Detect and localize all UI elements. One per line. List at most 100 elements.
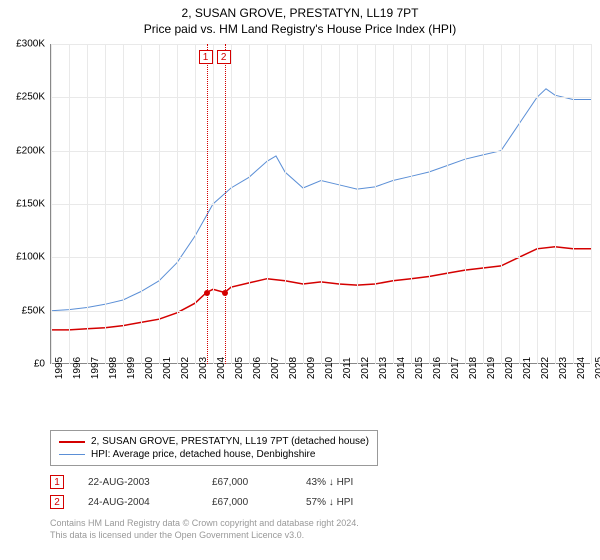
gridline-v bbox=[375, 44, 376, 364]
plot-region: 12 bbox=[50, 44, 590, 364]
gridline-v bbox=[321, 44, 322, 364]
gridline-v bbox=[411, 44, 412, 364]
gridline-v bbox=[177, 44, 178, 364]
sale-pct: 43% ↓ HPI bbox=[306, 477, 396, 488]
x-axis-label: 2018 bbox=[468, 357, 479, 379]
sale-marker-line bbox=[207, 44, 208, 364]
sale-marker-dot bbox=[222, 290, 228, 296]
gridline-v bbox=[267, 44, 268, 364]
gridline-v bbox=[429, 44, 430, 364]
x-axis-label: 2005 bbox=[234, 357, 245, 379]
gridline-v bbox=[465, 44, 466, 364]
gridline-v bbox=[249, 44, 250, 364]
gridline-v bbox=[285, 44, 286, 364]
gridline-v bbox=[195, 44, 196, 364]
sale-row-marker: 1 bbox=[50, 475, 64, 489]
chart-area: 12 £0£50K£100K£150K£200K£250K£300K199519… bbox=[50, 44, 590, 394]
gridline-v bbox=[483, 44, 484, 364]
legend-box: 2, SUSAN GROVE, PRESTATYN, LL19 7PT (det… bbox=[50, 430, 378, 466]
gridline-v bbox=[159, 44, 160, 364]
chart-title-subtitle: Price paid vs. HM Land Registry's House … bbox=[0, 20, 600, 40]
sale-marker-box: 2 bbox=[217, 50, 231, 64]
sale-row: 1 22-AUG-2003 £67,000 43% ↓ HPI bbox=[50, 472, 396, 492]
y-axis-label: £250K bbox=[16, 92, 45, 103]
chart-title-address: 2, SUSAN GROVE, PRESTATYN, LL19 7PT bbox=[0, 0, 600, 20]
gridline-v bbox=[213, 44, 214, 364]
gridline-v bbox=[339, 44, 340, 364]
x-axis-label: 2019 bbox=[486, 357, 497, 379]
gridline-v bbox=[123, 44, 124, 364]
sale-price: £67,000 bbox=[212, 497, 282, 508]
y-axis-label: £50K bbox=[22, 305, 45, 316]
legend-swatch bbox=[59, 454, 85, 455]
sale-marker-line bbox=[225, 44, 226, 364]
gridline-v bbox=[51, 44, 52, 364]
gridline-v bbox=[555, 44, 556, 364]
x-axis-label: 1998 bbox=[108, 357, 119, 379]
x-axis-label: 2001 bbox=[162, 357, 173, 379]
x-axis-label: 2021 bbox=[522, 357, 533, 379]
x-axis-label: 2020 bbox=[504, 357, 515, 379]
y-axis-label: £0 bbox=[34, 359, 45, 370]
sale-price: £67,000 bbox=[212, 477, 282, 488]
x-axis-label: 2024 bbox=[576, 357, 587, 379]
gridline-v bbox=[537, 44, 538, 364]
gridline-v bbox=[393, 44, 394, 364]
x-axis-label: 2011 bbox=[342, 357, 353, 379]
x-axis-label: 2010 bbox=[324, 357, 335, 379]
sale-row-marker: 2 bbox=[50, 495, 64, 509]
gridline-v bbox=[519, 44, 520, 364]
gridline-v bbox=[87, 44, 88, 364]
x-axis-label: 2022 bbox=[540, 357, 551, 379]
x-axis-label: 2012 bbox=[360, 357, 371, 379]
gridline-v bbox=[591, 44, 592, 364]
y-axis-label: £300K bbox=[16, 39, 45, 50]
sale-date: 22-AUG-2003 bbox=[88, 477, 188, 488]
sale-date: 24-AUG-2004 bbox=[88, 497, 188, 508]
gridline-v bbox=[357, 44, 358, 364]
gridline-v bbox=[231, 44, 232, 364]
legend-swatch bbox=[59, 441, 85, 443]
x-axis-label: 2015 bbox=[414, 357, 425, 379]
legend-label: HPI: Average price, detached house, Denb… bbox=[91, 449, 315, 460]
gridline-v bbox=[447, 44, 448, 364]
chart-container: 2, SUSAN GROVE, PRESTATYN, LL19 7PT Pric… bbox=[0, 0, 600, 560]
x-axis-label: 2016 bbox=[432, 357, 443, 379]
legend-row: 2, SUSAN GROVE, PRESTATYN, LL19 7PT (det… bbox=[59, 435, 369, 448]
x-axis-label: 2002 bbox=[180, 357, 191, 379]
sale-pct: 57% ↓ HPI bbox=[306, 497, 396, 508]
sale-marker-box: 1 bbox=[199, 50, 213, 64]
x-axis-label: 2004 bbox=[216, 357, 227, 379]
x-axis-label: 1999 bbox=[126, 357, 137, 379]
x-axis-label: 1995 bbox=[54, 357, 65, 379]
gridline-v bbox=[69, 44, 70, 364]
gridline-v bbox=[105, 44, 106, 364]
x-axis-label: 2025 bbox=[594, 357, 600, 379]
x-axis-label: 2013 bbox=[378, 357, 389, 379]
footer-attribution: Contains HM Land Registry data © Crown c… bbox=[50, 518, 359, 541]
x-axis-label: 2000 bbox=[144, 357, 155, 379]
x-axis-label: 2006 bbox=[252, 357, 263, 379]
gridline-v bbox=[303, 44, 304, 364]
gridline-v bbox=[573, 44, 574, 364]
x-axis-label: 1997 bbox=[90, 357, 101, 379]
x-axis-label: 2023 bbox=[558, 357, 569, 379]
x-axis-label: 2003 bbox=[198, 357, 209, 379]
y-axis-label: £200K bbox=[16, 145, 45, 156]
legend-row: HPI: Average price, detached house, Denb… bbox=[59, 448, 369, 461]
footer-line2: This data is licensed under the Open Gov… bbox=[50, 530, 359, 542]
x-axis-label: 2009 bbox=[306, 357, 317, 379]
x-axis-label: 2014 bbox=[396, 357, 407, 379]
sale-row: 2 24-AUG-2004 £67,000 57% ↓ HPI bbox=[50, 492, 396, 512]
gridline-v bbox=[141, 44, 142, 364]
footer-line1: Contains HM Land Registry data © Crown c… bbox=[50, 518, 359, 530]
legend-label: 2, SUSAN GROVE, PRESTATYN, LL19 7PT (det… bbox=[91, 436, 369, 447]
y-axis-label: £150K bbox=[16, 199, 45, 210]
sales-table: 1 22-AUG-2003 £67,000 43% ↓ HPI 2 24-AUG-2004… bbox=[50, 472, 396, 512]
gridline-v bbox=[501, 44, 502, 364]
x-axis-label: 2017 bbox=[450, 357, 461, 379]
y-axis-label: £100K bbox=[16, 252, 45, 263]
x-axis-label: 2007 bbox=[270, 357, 281, 379]
x-axis-label: 2008 bbox=[288, 357, 299, 379]
sale-marker-dot bbox=[204, 290, 210, 296]
